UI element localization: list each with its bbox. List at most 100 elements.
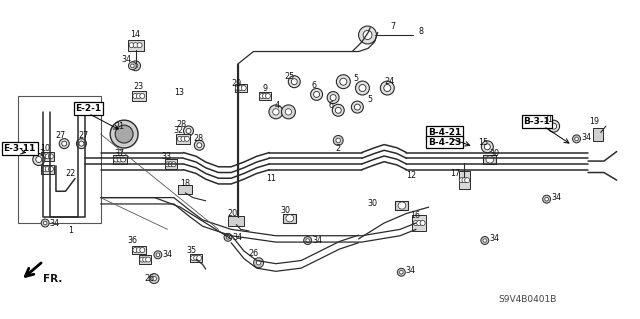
Circle shape [226,235,230,239]
Circle shape [171,162,176,167]
Bar [259,92,271,100]
Circle shape [327,92,339,104]
Bar [164,159,177,169]
Circle shape [397,268,405,276]
Circle shape [550,123,557,129]
Circle shape [152,276,156,281]
Bar [41,152,54,161]
Circle shape [257,261,261,265]
Circle shape [359,85,366,92]
Circle shape [259,93,264,99]
Text: 7: 7 [390,22,396,31]
Circle shape [129,43,134,48]
Circle shape [262,93,268,99]
Circle shape [330,94,336,100]
Circle shape [573,135,580,143]
Text: 27: 27 [78,131,88,140]
Text: 34: 34 [121,55,131,64]
Text: 34: 34 [551,193,561,202]
Circle shape [136,93,141,99]
Circle shape [45,154,50,159]
Circle shape [184,126,193,136]
Ellipse shape [286,215,294,222]
Circle shape [33,153,45,166]
Bar [177,134,190,144]
Circle shape [60,139,69,149]
Circle shape [61,141,67,146]
Circle shape [363,31,372,40]
Bar [235,84,246,92]
Circle shape [575,137,579,141]
Bar [593,128,603,141]
Circle shape [146,257,150,262]
Ellipse shape [398,202,406,209]
Circle shape [420,220,425,226]
Circle shape [465,178,470,183]
Text: 6: 6 [328,101,333,110]
Text: 18: 18 [180,179,190,188]
Circle shape [355,104,360,110]
Circle shape [241,85,246,91]
Text: 9: 9 [262,84,268,93]
Text: 26: 26 [248,249,259,258]
Text: 2: 2 [335,144,340,153]
Circle shape [133,63,138,68]
Text: 28: 28 [177,120,186,129]
Text: S9V4B0401B: S9V4B0401B [499,295,557,304]
Circle shape [143,257,148,262]
Text: FR.: FR. [43,274,63,284]
Circle shape [131,61,141,71]
Circle shape [140,257,145,262]
Circle shape [306,239,310,242]
Circle shape [136,248,141,253]
Circle shape [168,162,173,167]
Circle shape [42,167,47,172]
Circle shape [333,136,343,145]
Circle shape [121,157,125,162]
Text: 30: 30 [367,199,378,208]
Circle shape [399,271,403,274]
Text: 17: 17 [451,169,461,178]
Circle shape [115,125,133,143]
Bar [228,217,244,226]
Circle shape [194,256,198,260]
Text: 4: 4 [275,101,280,110]
Text: 6: 6 [312,81,317,90]
Text: 31: 31 [543,115,554,124]
Circle shape [291,79,297,85]
Circle shape [417,220,422,226]
Text: 25: 25 [285,72,295,81]
Circle shape [484,144,490,150]
Circle shape [288,76,300,88]
Circle shape [253,258,264,268]
Circle shape [543,195,550,203]
Text: 5: 5 [367,95,372,104]
Text: E-2-1: E-2-1 [76,104,102,113]
Circle shape [45,167,50,172]
Text: 20: 20 [227,209,237,218]
Text: 37: 37 [115,149,125,158]
Circle shape [156,253,160,256]
Circle shape [545,197,548,201]
Bar [412,215,426,231]
Circle shape [273,109,279,115]
Circle shape [266,93,271,99]
Circle shape [36,157,42,162]
Circle shape [79,141,84,146]
Text: 13: 13 [174,88,184,97]
Circle shape [351,101,364,113]
Circle shape [314,92,319,97]
Circle shape [332,104,344,116]
Bar [41,165,54,174]
Text: 19: 19 [589,117,600,126]
Bar [179,185,192,194]
Circle shape [269,105,283,119]
Circle shape [236,85,240,91]
Circle shape [196,256,202,260]
Text: 12: 12 [406,171,417,180]
Circle shape [191,256,196,260]
Text: 30: 30 [490,149,499,158]
Text: B-3-1: B-3-1 [524,117,550,126]
Circle shape [483,239,486,242]
Circle shape [462,178,467,183]
